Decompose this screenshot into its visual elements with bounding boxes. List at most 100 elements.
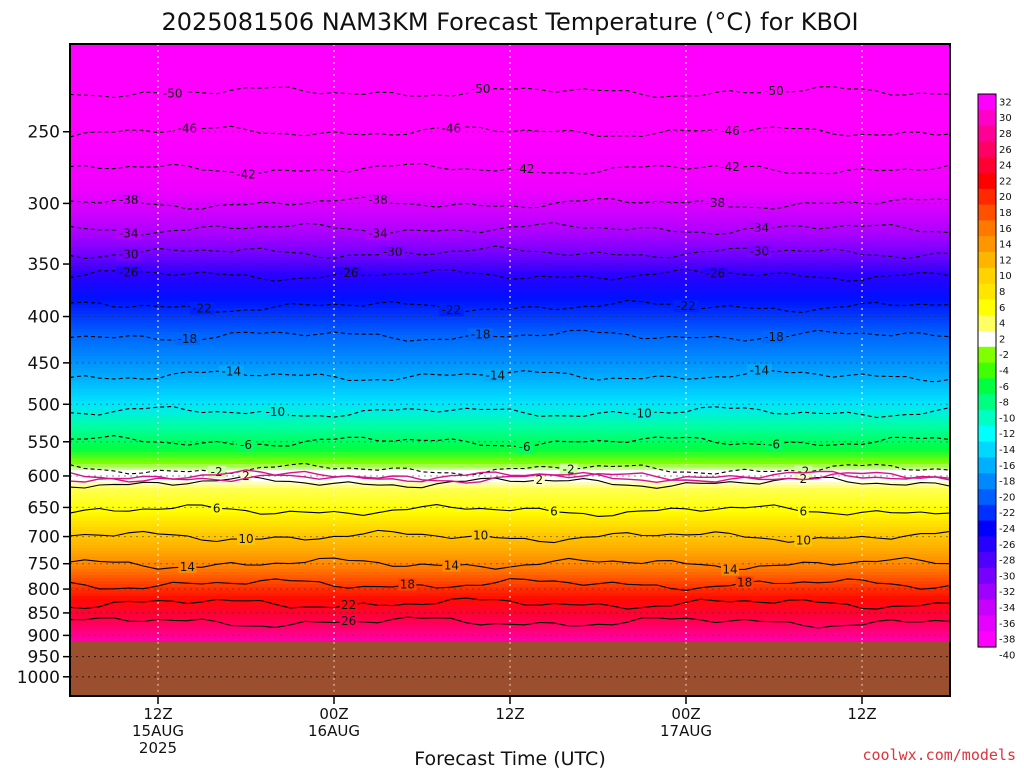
temp-band — [70, 437, 950, 441]
colorbar-swatch — [978, 94, 996, 111]
contour-line — [70, 329, 950, 342]
colorbar-tick-label: -12 — [999, 429, 1015, 440]
contour-label-bg — [240, 470, 252, 483]
colorbar-swatch — [978, 204, 996, 221]
contour-label: -50 — [764, 84, 784, 98]
contour-line — [70, 369, 950, 383]
colorbar-swatch — [978, 504, 996, 522]
contour-label-bg — [237, 532, 255, 545]
site-credit[interactable]: coolwx.com/models — [862, 746, 1016, 764]
colorbar-tick-label: -14 — [999, 445, 1015, 456]
contour-label: 10 — [473, 528, 488, 542]
contour-label-bg — [746, 221, 772, 234]
contour-label-bg — [233, 168, 259, 181]
temp-band — [70, 587, 950, 591]
colorbar-tick-label: 26 — [999, 145, 1012, 156]
contour-label-bg — [721, 563, 739, 576]
temp-band — [70, 299, 950, 303]
temp-band — [70, 275, 950, 279]
colorbar-swatch — [978, 599, 996, 616]
temp-band — [70, 179, 950, 183]
contour-label-bg — [365, 193, 391, 206]
colorbar-swatch — [978, 489, 996, 506]
temp-band — [70, 635, 950, 639]
contour-label-bg — [442, 559, 461, 572]
temp-band — [70, 269, 950, 273]
contour-line — [70, 196, 950, 210]
contour-line — [70, 578, 950, 591]
colorbar-swatch — [978, 109, 996, 127]
contour-label: 14 — [722, 562, 737, 576]
temp-band — [70, 329, 950, 333]
contour-label: -22 — [676, 299, 696, 313]
y-tick-label: 950 — [28, 648, 60, 668]
temp-band — [70, 581, 950, 585]
temp-band — [70, 521, 950, 525]
contour-label: -14 — [486, 369, 506, 383]
contour-label: -50 — [471, 82, 491, 96]
contour-label: -2 — [563, 463, 575, 477]
contour-label-bg — [512, 163, 538, 176]
contour-label: -30 — [119, 248, 139, 262]
temp-band — [70, 491, 950, 495]
contour-label: -18 — [471, 327, 491, 341]
contour-line — [70, 405, 950, 419]
colorbar-swatch — [978, 520, 996, 537]
colorbar-swatch — [978, 283, 996, 300]
contour-label: 6 — [213, 501, 221, 515]
contour-label: 18 — [400, 578, 415, 592]
contour-label: 10 — [796, 534, 811, 548]
contour-label: -46 — [178, 121, 198, 135]
colorbar-tick-label: 20 — [999, 192, 1012, 203]
colorbar-swatch — [978, 394, 996, 411]
temp-band — [70, 431, 950, 435]
contour-label: -2 — [211, 465, 223, 479]
contour-label-bg — [339, 615, 358, 628]
freezing-line — [70, 470, 950, 484]
temp-band — [70, 125, 950, 129]
colorbar-tick-label: 4 — [999, 319, 1005, 330]
contour-label-bg — [116, 227, 142, 240]
colorbar-swatch — [978, 331, 996, 348]
contour-label-bg — [746, 364, 772, 377]
temp-band — [70, 137, 950, 141]
colorbar-swatch — [978, 220, 996, 237]
contour-label: -26 — [119, 265, 139, 279]
contour-label: 14 — [180, 560, 195, 574]
contour-line — [70, 222, 950, 236]
contour-label-bg — [365, 227, 391, 240]
temp-band — [70, 113, 950, 117]
temp-band — [70, 77, 950, 81]
contour-label-bg — [116, 266, 142, 279]
temp-band — [70, 215, 950, 219]
contour-label-bg — [218, 365, 244, 378]
contour-label: -50 — [163, 86, 183, 100]
colorbar-swatch — [978, 583, 996, 601]
contour-label: -6 — [519, 440, 531, 454]
contour-label-bg — [482, 369, 508, 382]
contour-line — [70, 435, 950, 448]
contour-label-bg — [761, 330, 787, 343]
temp-band — [70, 359, 950, 363]
terrain-mask — [70, 641, 950, 696]
contour-label: -34 — [368, 227, 388, 241]
contour-line — [70, 162, 950, 176]
contour-label-bg — [797, 472, 809, 485]
colorbar-swatch — [978, 615, 996, 632]
colorbar-tick-label: 10 — [999, 271, 1012, 282]
colorbar-swatch — [978, 536, 996, 553]
colorbar: 32 30 28 26 24 22 20 18 16 14 12 10 8 6 4 2 -2 -4 -6 -8 -10 -… — [977, 93, 1015, 661]
temp-band — [70, 497, 950, 501]
colorbar-swatch — [978, 141, 996, 158]
colorbar-tick-label: -30 — [999, 571, 1015, 582]
contour-label-bg — [765, 438, 783, 451]
terrain-grid — [70, 641, 950, 696]
temp-band — [70, 251, 950, 255]
contour-line — [70, 86, 950, 99]
contour-line — [70, 556, 950, 570]
y-tick-label: 400 — [28, 308, 60, 328]
colorbar-swatch — [978, 346, 996, 364]
temp-band — [70, 281, 950, 285]
contour-label: 2 — [536, 473, 544, 487]
temp-band — [70, 527, 950, 531]
